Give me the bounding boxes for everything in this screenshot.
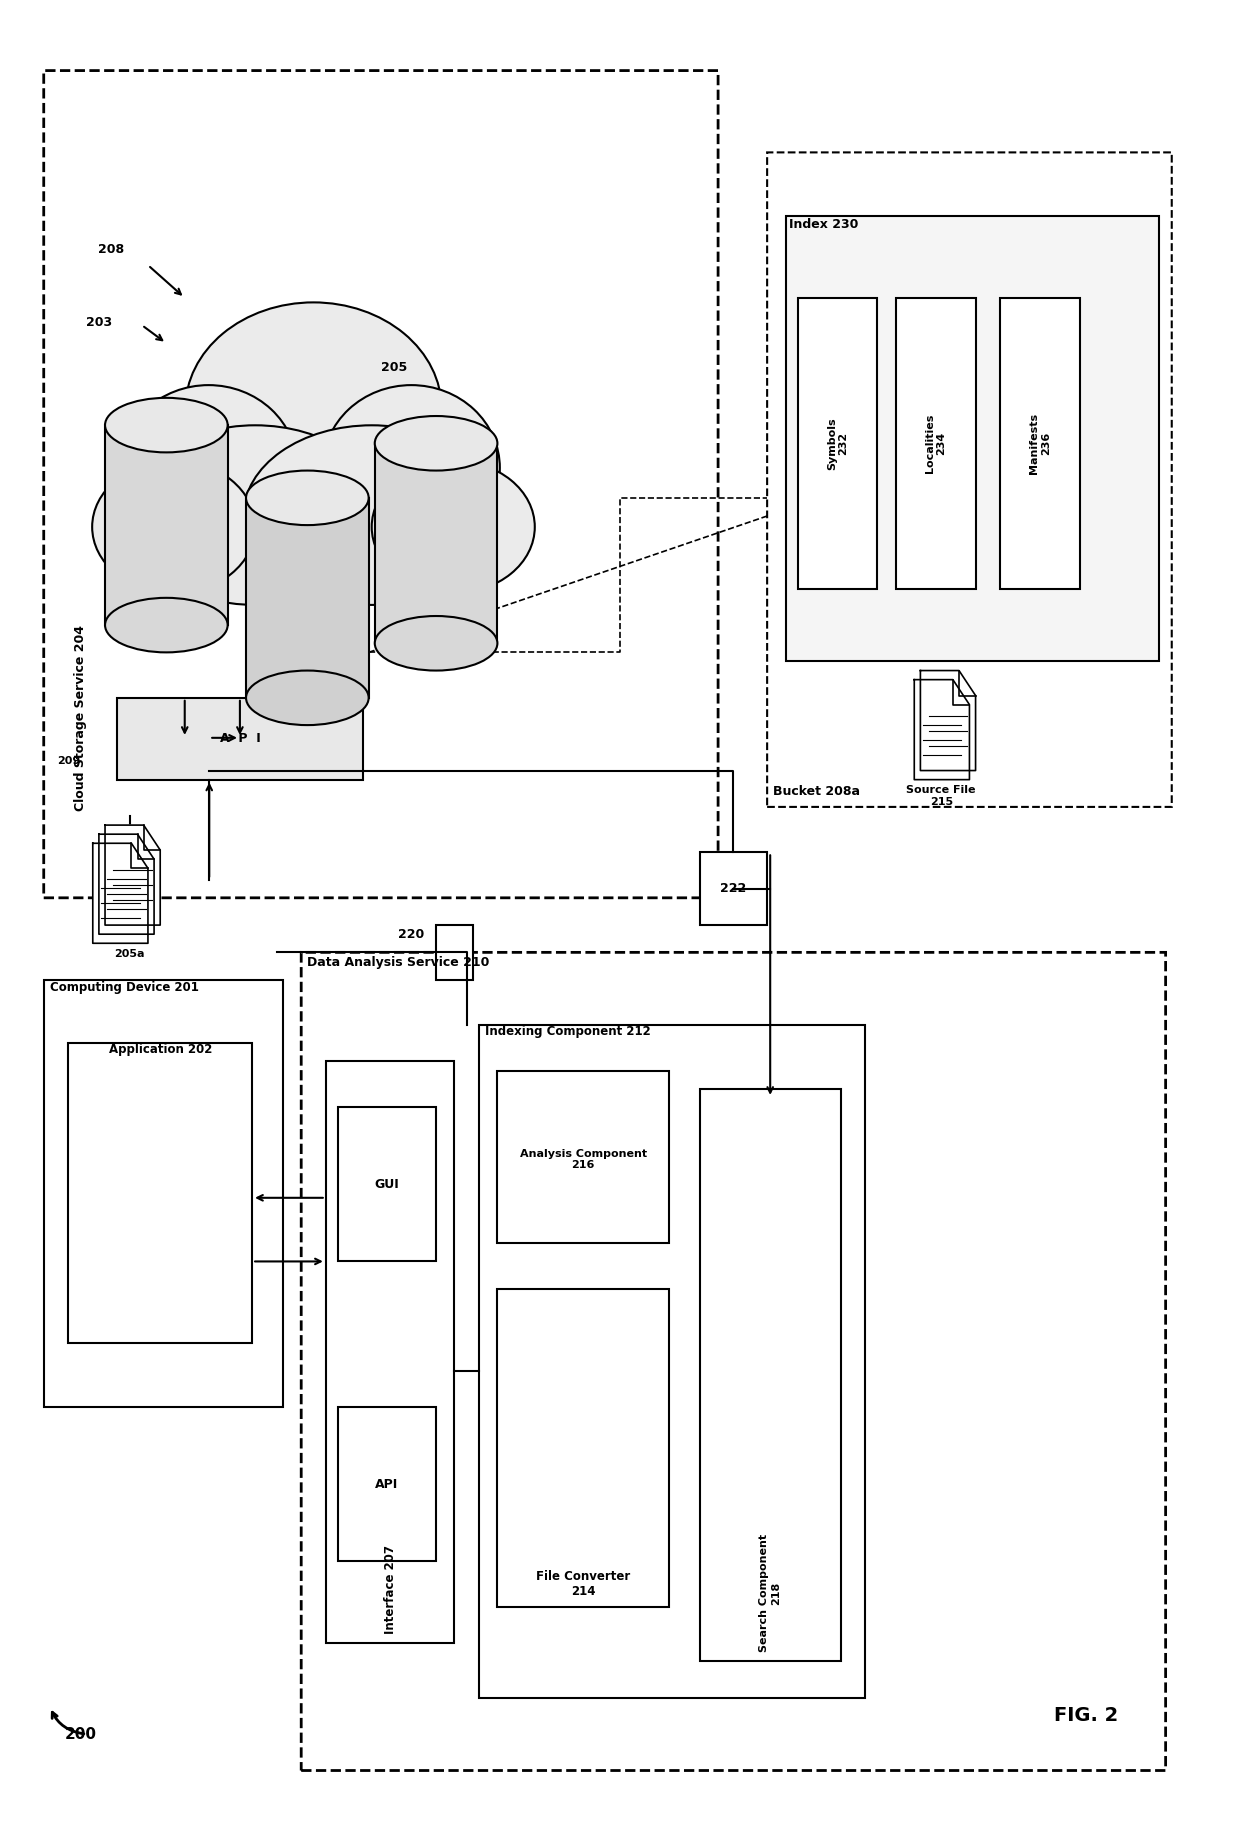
Polygon shape — [920, 671, 976, 771]
Text: Indexing Component 212: Indexing Component 212 — [485, 1026, 651, 1039]
Text: Manifests
236: Manifests 236 — [1029, 412, 1050, 474]
Text: 208a: 208a — [293, 707, 322, 716]
Text: 220: 220 — [398, 927, 424, 940]
FancyBboxPatch shape — [479, 1026, 866, 1698]
Ellipse shape — [374, 416, 497, 471]
Text: Bucket 208a: Bucket 208a — [774, 784, 861, 797]
FancyBboxPatch shape — [43, 980, 283, 1407]
FancyBboxPatch shape — [326, 1061, 455, 1643]
Ellipse shape — [120, 385, 298, 551]
Text: 209: 209 — [57, 757, 81, 766]
Text: A  P  I: A P I — [219, 733, 260, 746]
FancyBboxPatch shape — [436, 925, 472, 980]
Text: 205a: 205a — [114, 949, 145, 958]
FancyBboxPatch shape — [105, 425, 228, 625]
FancyBboxPatch shape — [118, 698, 362, 780]
FancyBboxPatch shape — [497, 1070, 670, 1244]
Text: 222: 222 — [719, 883, 746, 896]
Text: Computing Device 201: Computing Device 201 — [50, 982, 198, 995]
Ellipse shape — [246, 471, 368, 526]
Text: Index 230: Index 230 — [789, 218, 858, 231]
Text: 208: 208 — [98, 244, 124, 256]
Text: Symbols
232: Symbols 232 — [827, 418, 848, 469]
Ellipse shape — [185, 302, 441, 515]
Text: Application 202: Application 202 — [109, 1042, 212, 1057]
FancyBboxPatch shape — [797, 299, 878, 588]
Ellipse shape — [92, 460, 255, 594]
Ellipse shape — [105, 597, 228, 652]
Text: FIG. 2: FIG. 2 — [1054, 1706, 1118, 1726]
FancyBboxPatch shape — [1001, 299, 1080, 588]
Polygon shape — [914, 680, 970, 780]
Text: File Converter
214: File Converter 214 — [536, 1570, 630, 1598]
FancyBboxPatch shape — [699, 852, 768, 925]
Text: Interface 207: Interface 207 — [383, 1544, 397, 1634]
FancyBboxPatch shape — [339, 1107, 436, 1262]
FancyBboxPatch shape — [699, 1088, 841, 1662]
FancyBboxPatch shape — [68, 1042, 252, 1343]
Text: 200: 200 — [64, 1726, 97, 1742]
FancyBboxPatch shape — [246, 498, 368, 698]
Ellipse shape — [374, 616, 497, 671]
Polygon shape — [105, 824, 160, 925]
Ellipse shape — [105, 398, 228, 453]
Text: API: API — [376, 1478, 399, 1491]
Text: Analysis Component
216: Analysis Component 216 — [520, 1149, 647, 1171]
Ellipse shape — [322, 385, 500, 551]
Text: Cloud Storage Service 204: Cloud Storage Service 204 — [74, 625, 87, 810]
Ellipse shape — [246, 671, 368, 725]
Text: GUI: GUI — [374, 1178, 399, 1191]
Text: Search Component
218: Search Component 218 — [759, 1533, 781, 1652]
Text: 205: 205 — [381, 361, 407, 374]
FancyBboxPatch shape — [785, 216, 1159, 661]
Text: 203: 203 — [86, 317, 112, 330]
FancyBboxPatch shape — [895, 299, 976, 588]
Ellipse shape — [372, 460, 534, 594]
Polygon shape — [93, 843, 148, 943]
Ellipse shape — [243, 425, 500, 605]
Polygon shape — [99, 834, 154, 934]
FancyBboxPatch shape — [339, 1407, 436, 1561]
Text: Data Analysis Service 210: Data Analysis Service 210 — [308, 956, 490, 969]
FancyBboxPatch shape — [497, 1288, 670, 1607]
Text: Localities
234: Localities 234 — [925, 414, 946, 473]
FancyBboxPatch shape — [374, 443, 497, 643]
Text: Source File
215: Source File 215 — [906, 786, 976, 806]
Ellipse shape — [128, 425, 383, 605]
